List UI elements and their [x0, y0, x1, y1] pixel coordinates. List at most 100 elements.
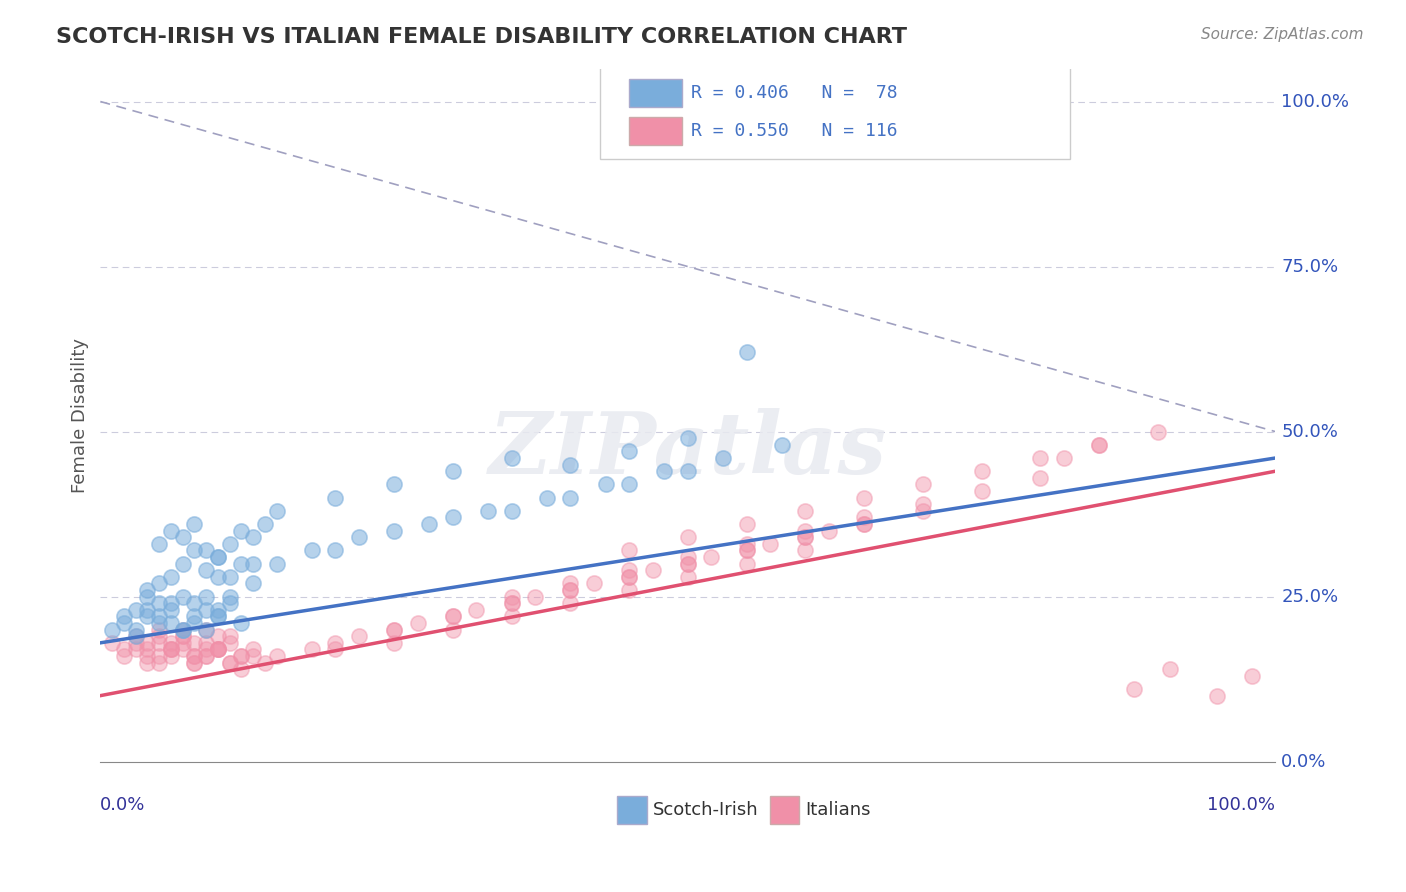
Point — [195, 636, 218, 650]
Point — [218, 656, 240, 670]
Point — [172, 629, 194, 643]
Point — [148, 576, 170, 591]
Point — [231, 662, 253, 676]
Point — [183, 596, 205, 610]
Point — [253, 516, 276, 531]
Point — [172, 629, 194, 643]
Text: Scotch-Irish: Scotch-Irish — [652, 801, 758, 819]
Point — [325, 636, 347, 650]
Point — [676, 549, 699, 564]
Point — [148, 623, 170, 637]
Point — [195, 623, 218, 637]
Point — [207, 609, 229, 624]
Point — [183, 516, 205, 531]
Text: 0.0%: 0.0% — [1281, 753, 1327, 771]
Point — [970, 483, 993, 498]
Point — [266, 557, 288, 571]
FancyBboxPatch shape — [617, 797, 647, 824]
Point — [172, 623, 194, 637]
Point — [676, 570, 699, 584]
Point — [148, 609, 170, 624]
Point — [136, 642, 159, 657]
FancyBboxPatch shape — [628, 117, 682, 145]
Point — [676, 431, 699, 445]
Point — [112, 615, 135, 630]
Point — [1029, 471, 1052, 485]
Point — [382, 477, 405, 491]
Point — [911, 497, 934, 511]
Point — [501, 596, 523, 610]
Point — [218, 537, 240, 551]
Point — [735, 516, 758, 531]
Point — [136, 582, 159, 597]
Point — [218, 590, 240, 604]
Point — [676, 530, 699, 544]
Point — [172, 642, 194, 657]
Point — [441, 510, 464, 524]
Point — [676, 464, 699, 478]
Point — [325, 543, 347, 558]
Text: SCOTCH-IRISH VS ITALIAN FEMALE DISABILITY CORRELATION CHART: SCOTCH-IRISH VS ITALIAN FEMALE DISABILIT… — [56, 27, 907, 46]
Point — [560, 582, 582, 597]
Point — [617, 543, 640, 558]
Point — [124, 629, 146, 643]
Point — [711, 450, 734, 465]
Point — [172, 623, 194, 637]
Point — [148, 596, 170, 610]
Point — [441, 609, 464, 624]
Point — [183, 656, 205, 670]
FancyBboxPatch shape — [600, 65, 1070, 159]
Point — [207, 549, 229, 564]
Point — [770, 438, 793, 452]
Point — [382, 524, 405, 538]
Point — [347, 629, 370, 643]
Point — [231, 557, 253, 571]
Point — [183, 656, 205, 670]
Point — [148, 636, 170, 650]
Point — [231, 615, 253, 630]
Point — [1147, 425, 1170, 439]
Point — [183, 609, 205, 624]
Point — [183, 636, 205, 650]
Point — [759, 537, 782, 551]
Point — [231, 648, 253, 663]
Point — [253, 656, 276, 670]
Point — [218, 636, 240, 650]
Point — [136, 648, 159, 663]
Text: ZIPatlas: ZIPatlas — [489, 408, 887, 491]
Text: 75.0%: 75.0% — [1281, 258, 1339, 276]
Point — [735, 557, 758, 571]
Point — [160, 642, 183, 657]
Point — [242, 576, 264, 591]
Point — [207, 642, 229, 657]
Text: Source: ZipAtlas.com: Source: ZipAtlas.com — [1201, 27, 1364, 42]
Text: R = 0.550   N = 116: R = 0.550 N = 116 — [692, 122, 898, 140]
Point — [1053, 450, 1076, 465]
Point — [148, 615, 170, 630]
Point — [418, 516, 440, 531]
Point — [347, 530, 370, 544]
Point — [560, 582, 582, 597]
Point — [172, 590, 194, 604]
Point — [617, 582, 640, 597]
Point — [382, 636, 405, 650]
Point — [160, 636, 183, 650]
Point — [700, 549, 723, 564]
Text: R = 0.406   N =  78: R = 0.406 N = 78 — [692, 84, 898, 102]
Point — [207, 642, 229, 657]
Point — [382, 623, 405, 637]
Point — [231, 524, 253, 538]
Point — [477, 504, 499, 518]
Point — [124, 642, 146, 657]
Point — [195, 590, 218, 604]
Point — [560, 491, 582, 505]
Point — [654, 464, 676, 478]
Point — [207, 609, 229, 624]
Point — [172, 557, 194, 571]
Point — [218, 596, 240, 610]
Point — [406, 615, 429, 630]
Point — [441, 623, 464, 637]
Point — [676, 557, 699, 571]
Point — [160, 648, 183, 663]
Point — [595, 477, 617, 491]
